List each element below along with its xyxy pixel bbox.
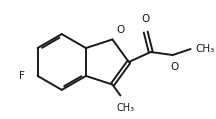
Text: O: O: [116, 25, 125, 35]
Text: F: F: [19, 71, 25, 81]
Text: O: O: [142, 14, 150, 24]
Text: CH₃: CH₃: [195, 44, 214, 54]
Text: O: O: [170, 62, 179, 72]
Text: CH₃: CH₃: [116, 104, 134, 114]
